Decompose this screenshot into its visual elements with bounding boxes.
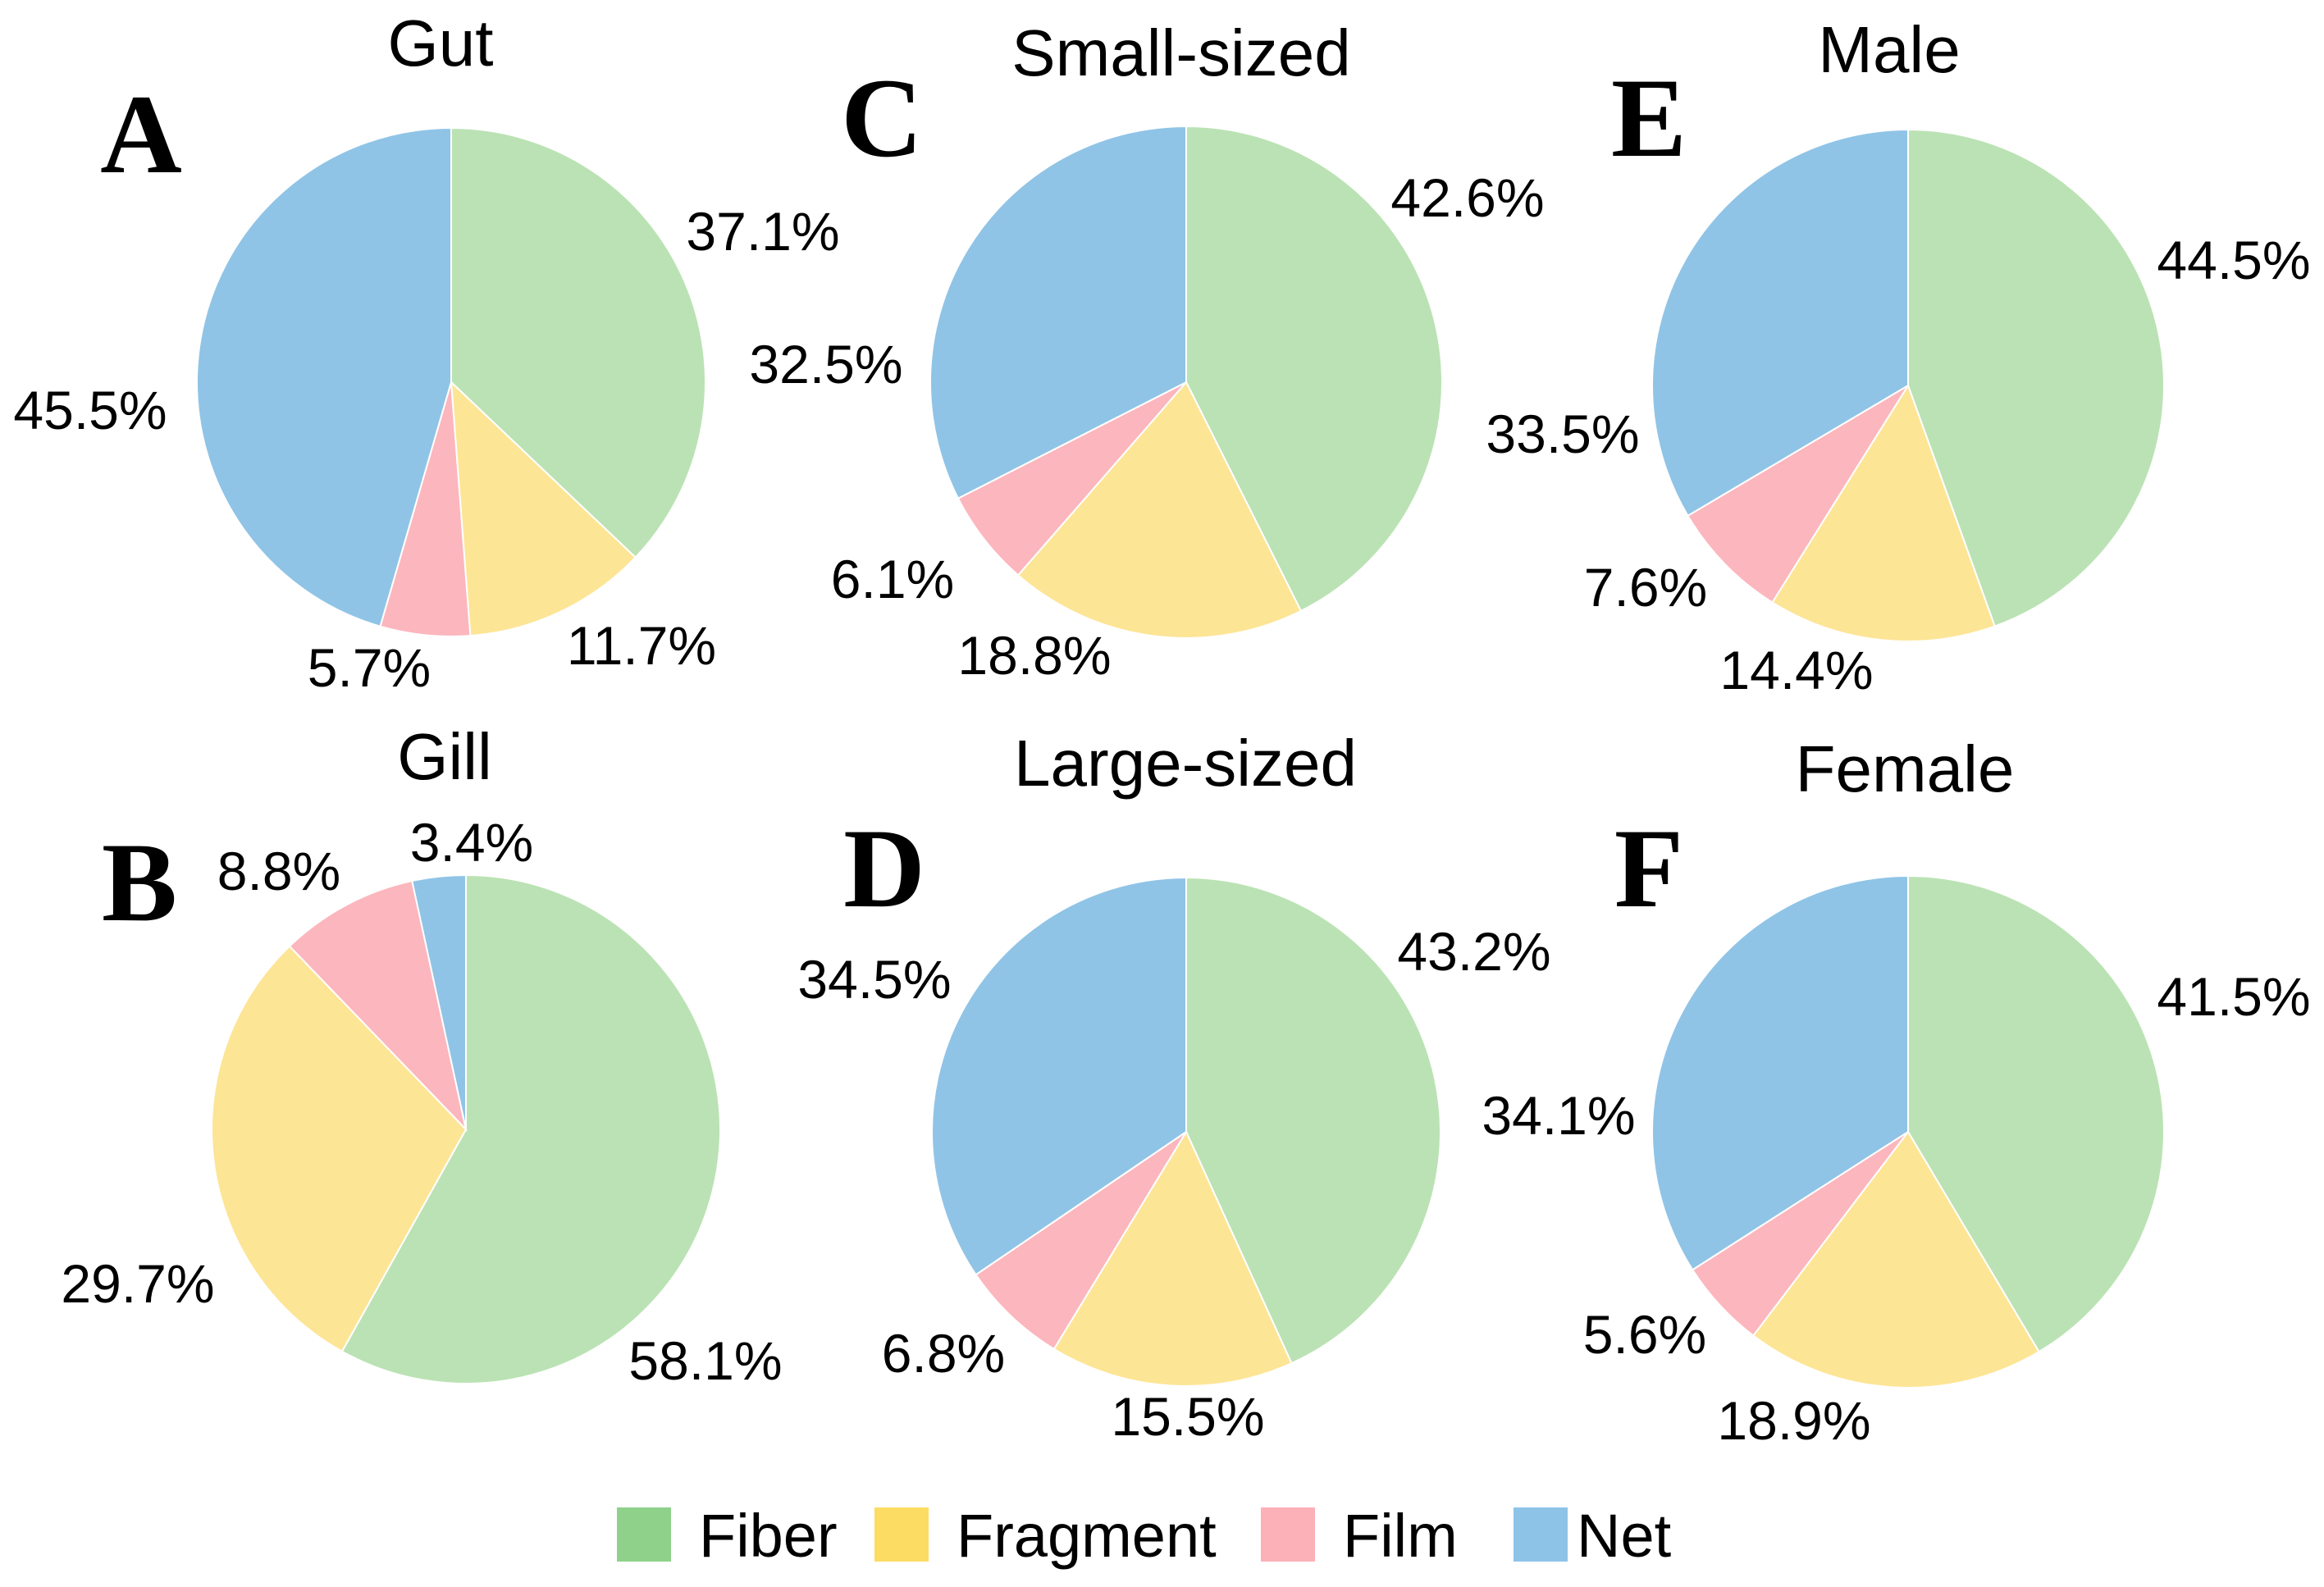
pie-slice-fiber — [1907, 874, 2165, 1353]
pie-slice-net — [196, 126, 452, 627]
pie-slice-fragment — [1751, 1130, 2040, 1389]
pie-slice-film — [975, 1131, 1187, 1351]
slice-label-fragment: 15.5% — [1111, 1386, 1264, 1447]
panel-title: Male — [1818, 13, 1960, 86]
slice-label-fiber: 43.2% — [1397, 921, 1550, 982]
panel-letter: D — [843, 805, 925, 931]
pie-panel-f: 41.5% 18.9%5.6% 34.1% Female F — [1482, 732, 2310, 1451]
slice-label-fiber: 42.6% — [1390, 167, 1544, 228]
panel-letter: E — [1611, 55, 1687, 180]
slice-label-net: 33.5% — [1486, 404, 1639, 464]
legend-swatch-fragment — [874, 1507, 929, 1562]
legend-swatch-fiber — [617, 1507, 671, 1562]
pie-slice-net — [1651, 128, 1909, 518]
pie-slice-net — [931, 876, 1187, 1276]
slice-label-fiber: 44.5% — [2157, 230, 2310, 290]
legend: Fiber Fragment Film Net — [617, 1502, 1672, 1570]
slice-label-net: 3.4% — [410, 812, 533, 873]
pie-slice-film — [1687, 385, 1909, 604]
slice-label-fiber: 58.1% — [628, 1330, 782, 1391]
pie-slice-fiber — [450, 126, 706, 559]
pie-slice-film — [288, 879, 468, 1133]
pie-slice-film — [957, 381, 1187, 577]
legend-label-net: Net — [1577, 1502, 1672, 1570]
slice-label-film: 8.8% — [217, 841, 340, 901]
legend-label-fiber: Fiber — [699, 1502, 838, 1570]
pie-panel-c: 42.6% 18.8%6.1% 32.5% Small-sized C — [749, 16, 1544, 686]
legend-label-fragment: Fragment — [957, 1502, 1217, 1570]
slice-label-film: 5.7% — [308, 637, 431, 698]
slice-label-fragment: 11.7% — [567, 615, 716, 676]
pie-panels: 37.1% 11.7% 5.7% 45.5% Gut A 58.1% 29.7% 8.8% 3.4… — [13, 7, 2310, 1451]
slice-label-fragment: 29.7% — [61, 1253, 214, 1314]
pie-panel-b: 58.1% 29.7% 8.8% 3.4% Gill B — [61, 720, 782, 1391]
legend-label-film: Film — [1343, 1502, 1458, 1570]
pie-slice-fiber — [340, 873, 721, 1384]
panel-title: Small-sized — [1011, 16, 1350, 89]
panel-title: Female — [1796, 732, 2015, 805]
panel-letter: A — [100, 71, 182, 197]
pie-slice-fragment — [1016, 381, 1303, 639]
slice-label-film: 5.6% — [1583, 1304, 1706, 1365]
slice-label-film: 7.6% — [1584, 557, 1707, 618]
pie-panel-a: 37.1% 11.7% 5.7% 45.5% Gut A — [13, 7, 839, 698]
slice-label-fragment: 18.8% — [957, 625, 1111, 686]
panel-title: Large-sized — [1014, 727, 1357, 800]
panel-title: Gut — [388, 7, 494, 80]
panel-letter: C — [841, 55, 923, 180]
legend-swatch-film — [1261, 1507, 1315, 1562]
pie-slice-net — [929, 125, 1187, 499]
legend-swatch-net — [1514, 1507, 1568, 1562]
slice-label-net: 34.5% — [797, 949, 951, 1010]
panel-title: Gill — [397, 720, 492, 793]
slice-label-net: 45.5% — [13, 380, 167, 440]
pie-slice-fragment — [211, 945, 468, 1353]
slice-label-fiber: 41.5% — [2157, 966, 2310, 1027]
slice-label-fiber: 37.1% — [686, 201, 839, 262]
pie-slice-fiber — [1185, 125, 1443, 613]
slice-label-net: 32.5% — [749, 334, 902, 394]
slice-label-fragment: 14.4% — [1719, 640, 1873, 700]
pie-slice-fragment — [1052, 1129, 1293, 1387]
pie-slice-fiber — [1185, 876, 1441, 1365]
pie-slice-fragment — [450, 380, 637, 637]
pie-slice-fiber — [1907, 128, 2165, 627]
panel-letter: B — [102, 819, 177, 945]
slice-label-film: 6.1% — [831, 549, 954, 609]
slice-label-net: 34.1% — [1482, 1085, 1635, 1146]
pie-slice-fragment — [1771, 383, 1996, 642]
panel-letter: F — [1614, 805, 1683, 931]
pie-slice-net — [411, 873, 467, 1130]
pie-slice-net — [1651, 874, 1909, 1271]
pie-panel-d: 43.2% 15.5% 6.8% 34.5% Large-sized D — [797, 727, 1550, 1447]
slice-label-film: 6.8% — [882, 1323, 1005, 1384]
slice-label-fragment: 18.9% — [1717, 1390, 1870, 1451]
pie-panel-e: 44.5% 14.4%7.6% 33.5% Male E — [1486, 13, 2310, 700]
